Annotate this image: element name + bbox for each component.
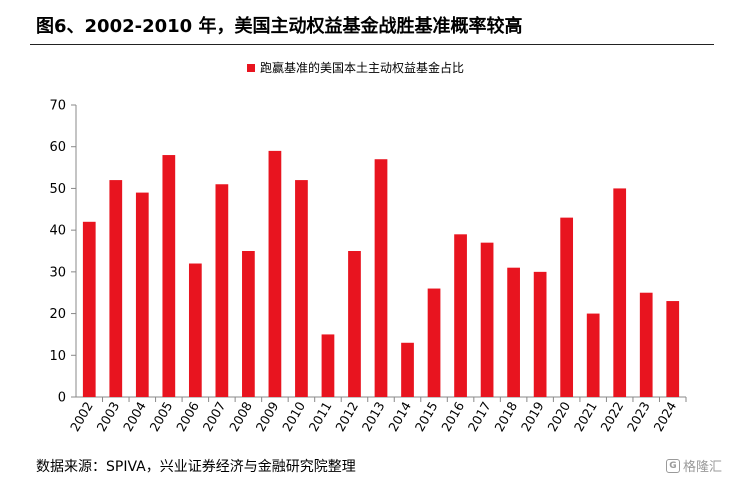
x-tick-label: 2010	[279, 399, 308, 434]
bar-2002	[82, 221, 96, 397]
x-tick-label: 2023	[624, 399, 653, 434]
bar-2022	[613, 188, 627, 397]
bar-2018	[507, 267, 520, 397]
x-tick-label: 2002	[67, 399, 96, 434]
title-rule	[30, 44, 714, 45]
watermark: G 格隆汇	[666, 456, 722, 475]
bar-2007	[215, 184, 229, 397]
page-title: 图6、2002-2010 年，美国主动权益基金战胜基准概率较高	[36, 16, 523, 37]
x-tick-label: 2003	[93, 399, 122, 434]
bar-2015	[427, 288, 441, 397]
bar-2006	[188, 263, 202, 397]
watermark-text: 格隆汇	[683, 460, 723, 475]
source-note: 数据来源：SPIVA，兴业证券经济与金融研究院整理	[36, 459, 356, 475]
x-tick-label: 2018	[491, 399, 520, 434]
bar-2019	[533, 271, 547, 397]
x-tick-label: 2013	[359, 399, 388, 434]
x-tick-label: 2008	[226, 399, 255, 434]
x-tick-label: 2021	[571, 399, 600, 434]
bar-2011	[321, 334, 335, 397]
bar-2017	[480, 242, 494, 397]
x-tick-label: 2017	[465, 399, 494, 434]
legend-swatch	[247, 64, 255, 72]
bar-2003	[109, 180, 123, 397]
x-tick-label: 2014	[385, 399, 414, 434]
x-tick-label: 2015	[412, 399, 441, 434]
bar-2009	[268, 150, 282, 397]
x-tick-label: 2016	[438, 399, 467, 434]
bar-2020	[560, 217, 574, 397]
legend-label: 跑赢基准的美国本土主动权益基金占比	[260, 60, 464, 75]
bar-2016	[454, 234, 467, 397]
y-tick-label: 30	[49, 265, 66, 280]
y-tick-label: 10	[49, 349, 66, 364]
bar-2013	[374, 159, 388, 397]
bar-2008	[242, 251, 255, 397]
y-tick-label: 40	[49, 224, 66, 239]
x-tick-label: 2019	[518, 399, 547, 434]
x-tick-label: 2020	[544, 399, 573, 434]
x-tick-label: 2009	[253, 399, 282, 434]
x-tick-label: 2024	[650, 399, 679, 434]
g-logo-icon: G	[666, 458, 680, 473]
bar-2005	[162, 155, 176, 397]
bar-2010	[295, 180, 308, 397]
bar-2021	[586, 313, 600, 397]
y-tick-label: 60	[49, 140, 66, 155]
x-tick-label: 2011	[306, 399, 335, 434]
bar-2012	[348, 251, 361, 397]
x-tick-label: 2022	[597, 399, 626, 434]
x-tick-label: 2004	[120, 399, 149, 434]
x-tick-label: 2007	[200, 399, 229, 434]
y-tick-label: 20	[49, 307, 66, 322]
bar-2023	[639, 292, 653, 397]
y-tick-label: 50	[49, 182, 66, 197]
x-tick-label: 2012	[332, 399, 361, 434]
y-tick-label: 0	[58, 391, 66, 406]
bar-2004	[135, 192, 149, 397]
x-tick-label: 2005	[147, 399, 176, 434]
bar-2014	[401, 342, 414, 397]
y-tick-label: 70	[49, 99, 66, 114]
bar-2024	[666, 301, 680, 397]
x-tick-label: 2006	[173, 399, 202, 434]
